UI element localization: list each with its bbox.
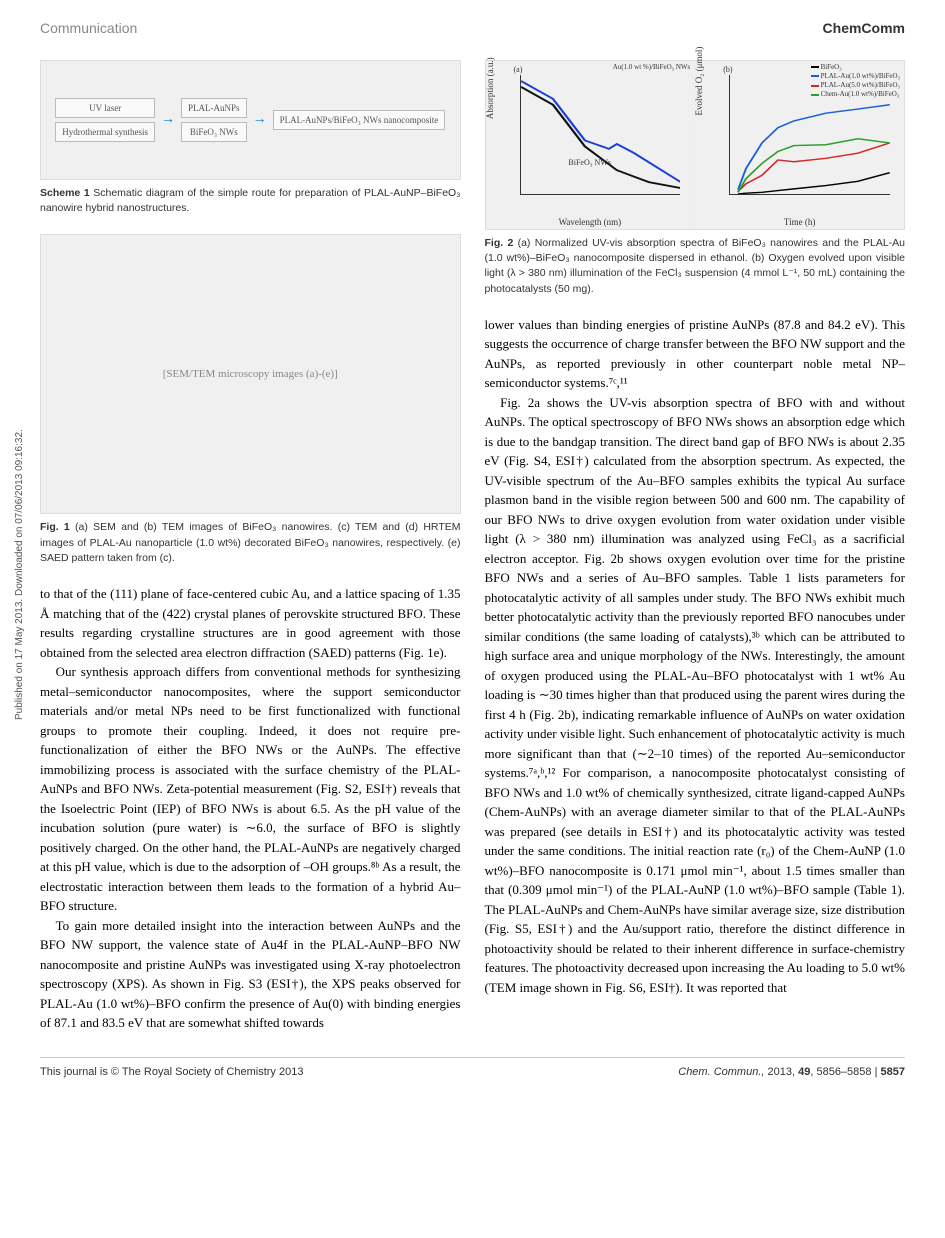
fig2-chart-a: (a) Au(1.0 wt %)/BiFeO₃ NWs Absorption (…	[486, 61, 696, 229]
left-para-1: to that of the (111) plane of face-cente…	[40, 584, 461, 662]
scheme-box-combined: PLAL-AuNPs/BiFeO₃ NWs nanocomposite	[273, 110, 446, 130]
fig1-placeholder: [SEM/TEM microscopy images (a)-(e)]	[163, 368, 338, 380]
scheme1-block: UV laser Hydrothermal synthesis → PLAL-A…	[40, 60, 461, 216]
fig2b-svg	[730, 75, 890, 194]
fig2a-svg	[521, 75, 681, 194]
left-para-2: Our synthesis approach differs from conv…	[40, 662, 461, 916]
fig2a-plot-area: BiFeO₃ NWs	[520, 75, 681, 195]
footer-pagenum: 5857	[881, 1066, 905, 1078]
page-footer: This journal is © The Royal Society of C…	[40, 1057, 905, 1078]
right-body-text: lower values than binding energies of pr…	[485, 315, 906, 998]
fig2a-xlabel: Wavelength (nm)	[559, 217, 622, 227]
fig2a-ylabel: Absorption (a.u.)	[485, 57, 495, 119]
fig1-block: [SEM/TEM microscopy images (a)-(e)] Fig.…	[40, 234, 461, 566]
fig2-caption-text: (a) Normalized UV-vis absorption spectra…	[485, 237, 906, 295]
scheme-box-uv: UV laser	[55, 98, 155, 118]
fig2b-line-1	[738, 105, 890, 190]
fig1-caption-text: (a) SEM and (b) TEM images of BiFeO₃ nan…	[40, 521, 461, 563]
fig1-image: [SEM/TEM microscopy images (a)-(e)]	[40, 234, 461, 514]
fig2-caption: Fig. 2 (a) Normalized UV-vis absorption …	[485, 236, 906, 297]
left-column: UV laser Hydrothermal synthesis → PLAL-A…	[40, 60, 461, 1033]
fig2a-series-1: BiFeO₃ NWs	[568, 158, 611, 167]
footer-pages: , 5856–5858 |	[810, 1066, 880, 1078]
fig2-chart-b: (b) BiFeO₃ PLAL-Au(1.0 wt%)/BiFeO₃ PLAL-…	[695, 61, 904, 229]
fig2-label: Fig. 2	[485, 237, 514, 249]
fig1-caption: Fig. 1 (a) SEM and (b) TEM images of BiF…	[40, 520, 461, 566]
scheme1-caption: Scheme 1 Schematic diagram of the simple…	[40, 186, 461, 216]
scheme1-caption-text: Schematic diagram of the simple route fo…	[40, 187, 461, 214]
scheme1-image: UV laser Hydrothermal synthesis → PLAL-A…	[40, 60, 461, 180]
left-body-text: to that of the (111) plane of face-cente…	[40, 584, 461, 1033]
right-para-2: Fig. 2a shows the UV-vis absorption spec…	[485, 393, 906, 998]
footer-journal: Chem. Commun.,	[678, 1066, 764, 1078]
fig2a-panel-label: (a)	[514, 65, 523, 74]
scheme-box-plal: PLAL-AuNPs	[181, 98, 247, 118]
scheme1-label: Scheme 1	[40, 187, 90, 199]
left-para-3: To gain more detailed insight into the i…	[40, 916, 461, 1033]
header-journal: ChemComm	[823, 20, 905, 36]
fig1-label: Fig. 1	[40, 521, 70, 533]
scheme-box-bfo: BiFeO₃ NWs	[181, 122, 247, 142]
fig2b-legend-0: BiFeO₃	[821, 63, 842, 71]
page-header: Communication ChemComm	[40, 20, 905, 36]
header-category: Communication	[40, 20, 137, 36]
fig2b-plot-area	[729, 75, 890, 195]
right-para-1: lower values than binding energies of pr…	[485, 315, 906, 393]
arrow-icon: →	[161, 112, 175, 128]
scheme-box-hydro: Hydrothermal synthesis	[55, 122, 155, 142]
fig2b-panel-label: (b)	[723, 65, 732, 74]
arrow-icon: →	[253, 112, 267, 128]
fig2b-xlabel: Time (h)	[784, 217, 815, 227]
fig2b-ylabel: Evolved O₂ (μmol)	[694, 47, 704, 116]
fig2-block: (a) Au(1.0 wt %)/BiFeO₃ NWs Absorption (…	[485, 60, 906, 297]
footer-year: 2013,	[768, 1066, 796, 1078]
fig2b-line-2	[738, 143, 890, 192]
fig2a-series-0: Au(1.0 wt %)/BiFeO₃ NWs	[613, 63, 691, 71]
fig2a-line-bfo	[521, 87, 681, 188]
fig2b-line-3	[738, 139, 890, 193]
right-column: (a) Au(1.0 wt %)/BiFeO₃ NWs Absorption (…	[485, 60, 906, 1033]
fig2-image: (a) Au(1.0 wt %)/BiFeO₃ NWs Absorption (…	[485, 60, 906, 230]
fig2a-legend: Au(1.0 wt %)/BiFeO₃ NWs	[613, 63, 691, 72]
two-column-layout: UV laser Hydrothermal synthesis → PLAL-A…	[40, 60, 905, 1033]
footer-copyright: This journal is © The Royal Society of C…	[40, 1066, 303, 1078]
download-info-sidebar: Published on 17 May 2013. Downloaded on …	[14, 429, 25, 720]
footer-volume: 49	[798, 1066, 810, 1078]
footer-citation: Chem. Commun., 2013, 49, 5856–5858 | 585…	[678, 1066, 905, 1078]
